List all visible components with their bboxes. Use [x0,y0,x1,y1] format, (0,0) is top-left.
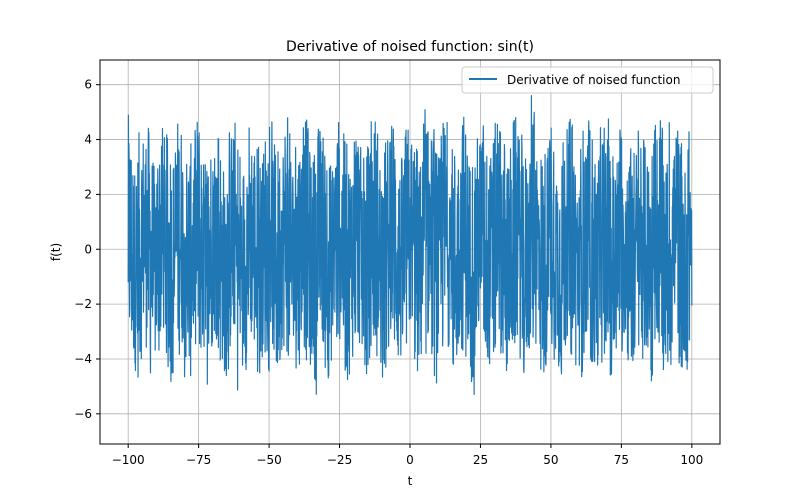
x-tick-label: −25 [327,453,352,467]
y-tick-label: 2 [84,187,92,201]
x-axis-label: t [408,474,413,488]
grid [100,60,720,444]
y-tick-label: −6 [74,407,92,421]
series-line-derivative [127,95,693,395]
plot-area [127,95,693,395]
y-tick-label: −2 [74,297,92,311]
y-tick-label: 6 [84,78,92,92]
x-tick-label: 75 [614,453,629,467]
x-tick-label: 100 [680,453,703,467]
x-axis: −100 −75 −50 −25 0 25 50 75 100 [112,444,703,467]
x-tick-label: −75 [186,453,211,467]
y-axis: −6 −4 −2 0 2 4 6 [74,78,100,421]
y-tick-label: 4 [84,133,92,147]
x-tick-label: 25 [473,453,488,467]
y-tick-label: 0 [84,242,92,256]
chart-title: Derivative of noised function: sin(t) [286,39,534,55]
legend-label: Derivative of noised function [507,73,680,87]
x-tick-label: 50 [543,453,558,467]
x-tick-label: −50 [256,453,281,467]
x-tick-label: 0 [406,453,414,467]
y-tick-label: −4 [74,352,92,366]
legend: Derivative of noised function [461,66,714,94]
x-tick-label: −100 [112,453,145,467]
y-axis-label: f(t) [49,243,63,261]
legend-box [461,66,714,94]
